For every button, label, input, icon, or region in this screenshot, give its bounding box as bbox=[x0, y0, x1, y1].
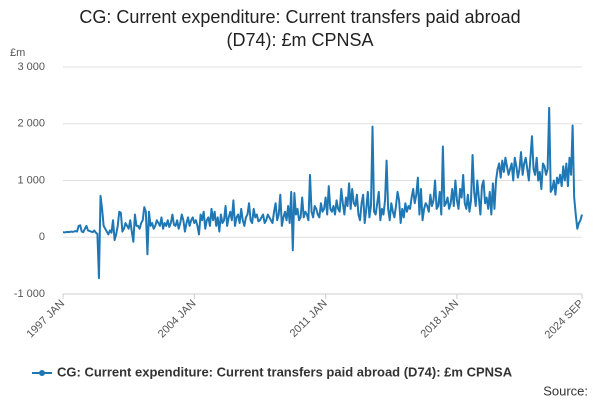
y-tick-label: 2 000 bbox=[17, 118, 45, 130]
y-tick-label: -1 000 bbox=[14, 288, 45, 300]
x-tick-label: 2018 JAN bbox=[418, 298, 461, 341]
legend-marker bbox=[39, 370, 45, 376]
x-tick-label: 2004 JAN bbox=[156, 298, 199, 341]
x-tick-label: 2024 SEP bbox=[543, 298, 587, 342]
source: Source: bbox=[543, 383, 588, 398]
y-tick-label: 0 bbox=[39, 231, 45, 243]
x-tick-label: 2011 JAN bbox=[288, 298, 330, 340]
data-line bbox=[62, 106, 583, 280]
y-tick-label: 1 000 bbox=[17, 174, 45, 186]
legend-label: CG: Current expenditure: Current transfe… bbox=[57, 364, 513, 379]
x-tick-label: 1997 JAN bbox=[25, 298, 68, 341]
chart-title: CG: Current expenditure: Current transfe… bbox=[79, 7, 521, 50]
y-tick-label: 3 000 bbox=[17, 61, 45, 73]
y-axis-unit: £m bbox=[10, 47, 25, 59]
